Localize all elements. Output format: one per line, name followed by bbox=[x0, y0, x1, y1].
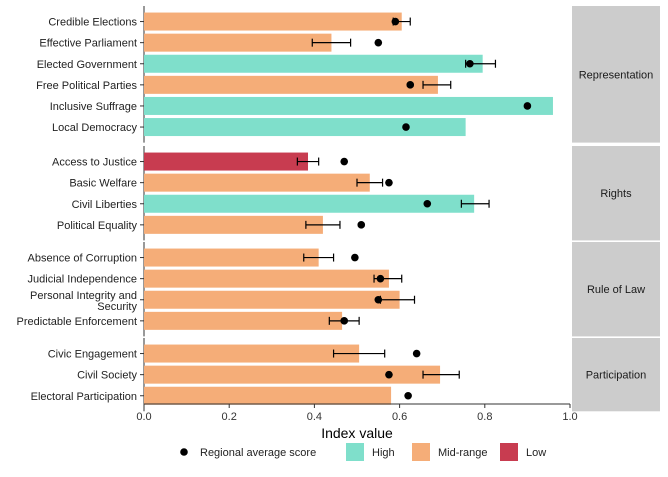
regional-average-point bbox=[404, 391, 412, 400]
bar bbox=[144, 12, 402, 31]
bar bbox=[144, 194, 475, 213]
facet-label: Rights bbox=[600, 188, 632, 200]
panels: Representation Credible Elections Effectiv… bbox=[17, 6, 660, 412]
panel-participation: Participation Civic Engagement Civil Socie… bbox=[31, 338, 660, 412]
facet-label: Rule of Law bbox=[587, 284, 645, 296]
regional-average-point bbox=[423, 199, 432, 208]
legend-label: High bbox=[372, 447, 395, 459]
y-tick-label: Basic Welfare bbox=[69, 178, 137, 190]
facet-strip bbox=[572, 6, 660, 143]
panel-rule-of-law: Rule of Law Absence of Corruption Judicial… bbox=[17, 242, 660, 337]
regional-average-point bbox=[374, 295, 383, 304]
error-bar bbox=[305, 220, 341, 229]
bar bbox=[144, 96, 553, 115]
error-bar bbox=[460, 199, 490, 208]
regional-average-point bbox=[406, 81, 415, 89]
x-tick-label: 0.4 bbox=[307, 411, 322, 423]
bar bbox=[144, 173, 370, 192]
x-tick-label: 0.8 bbox=[477, 411, 492, 423]
legend-label: Mid-range bbox=[438, 447, 488, 459]
bar bbox=[144, 75, 438, 94]
error-bar bbox=[422, 370, 460, 379]
y-tick-label: Political Equality bbox=[57, 220, 138, 232]
bar bbox=[144, 290, 400, 309]
y-tick-label: Predictable Enforcement bbox=[17, 316, 137, 328]
bar bbox=[144, 215, 323, 234]
legend-swatch-low bbox=[500, 443, 518, 461]
regional-average-point bbox=[357, 221, 366, 229]
bar bbox=[144, 269, 389, 288]
panel-representation: Representation Credible Elections Effectiv… bbox=[36, 6, 660, 143]
y-tick-label: Elected Government bbox=[37, 59, 137, 71]
regional-average-point bbox=[466, 59, 474, 68]
x-tick-label: 0.0 bbox=[136, 411, 151, 423]
y-tick-label: Civic Engagement bbox=[48, 349, 137, 361]
bar bbox=[144, 152, 309, 171]
panel-rights: Rights Access to Justice Basic Welfare Civi… bbox=[52, 146, 660, 241]
y-tick-label: Inclusive Suffrage bbox=[50, 101, 137, 113]
facet-label: Participation bbox=[586, 370, 647, 382]
legend-swatch-mid-range bbox=[412, 443, 430, 461]
x-axis-title: Index value bbox=[321, 425, 393, 441]
legend-marker-average bbox=[180, 448, 188, 456]
regional-average-point bbox=[374, 38, 383, 47]
y-tick-label: Access to Justice bbox=[52, 157, 137, 169]
regional-average-point bbox=[385, 370, 393, 379]
legend-label: Low bbox=[526, 447, 546, 459]
y-tick-label: Absence of Corruption bbox=[28, 253, 137, 265]
legend: Regional average score High Mid-range Low bbox=[180, 443, 546, 461]
regional-average-point bbox=[391, 17, 400, 26]
regional-average-point bbox=[351, 253, 359, 262]
legend-swatch-high bbox=[346, 443, 364, 461]
regional-average-point bbox=[402, 123, 410, 131]
x-axis: 0.0 0.2 0.4 0.6 0.8 1.0 bbox=[136, 403, 578, 423]
error-bar bbox=[296, 157, 320, 166]
x-tick-label: 1.0 bbox=[562, 411, 577, 423]
error-bar bbox=[311, 38, 352, 47]
error-bar bbox=[422, 80, 452, 89]
regional-average-point bbox=[523, 102, 532, 110]
bar bbox=[144, 365, 441, 384]
facet-strip bbox=[572, 146, 660, 241]
y-tick-label: Local Democracy bbox=[52, 122, 137, 134]
y-tick-label: Effective Parliament bbox=[39, 38, 137, 50]
facet-strip bbox=[572, 338, 660, 412]
x-tick-label: 0.6 bbox=[392, 411, 407, 423]
legend-label-average: Regional average score bbox=[200, 447, 316, 459]
error-bar bbox=[332, 349, 386, 358]
bar bbox=[144, 248, 319, 267]
y-tick-label: Personal Integrity and Security bbox=[30, 290, 138, 313]
bar bbox=[144, 54, 483, 73]
regional-average-point bbox=[385, 178, 393, 187]
y-tick-label: Free Political Parties bbox=[36, 80, 137, 92]
y-tick-label: Credible Elections bbox=[48, 17, 137, 29]
x-tick-label: 0.2 bbox=[222, 411, 237, 423]
bar bbox=[144, 386, 392, 405]
regional-average-point bbox=[340, 317, 349, 325]
y-tick-label: Judicial Independence bbox=[28, 274, 137, 286]
bar bbox=[144, 344, 360, 363]
y-tick-label: Civil Society bbox=[77, 370, 137, 382]
y-tick-label: Electoral Participation bbox=[31, 391, 137, 403]
bar bbox=[144, 311, 343, 330]
bar bbox=[144, 33, 332, 52]
error-bar bbox=[356, 178, 384, 187]
bar bbox=[144, 118, 466, 137]
facet-strip bbox=[572, 242, 660, 337]
regional-average-point bbox=[412, 349, 421, 358]
facet-label: Representation bbox=[579, 69, 654, 81]
y-tick-label: Civil Liberties bbox=[72, 199, 138, 211]
regional-average-point bbox=[376, 274, 385, 283]
error-bar bbox=[303, 253, 335, 262]
regional-average-point bbox=[340, 157, 349, 166]
